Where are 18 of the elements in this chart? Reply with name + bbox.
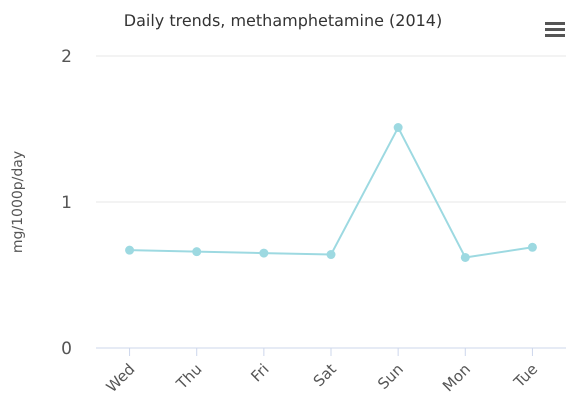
point [259, 248, 268, 258]
point [460, 252, 470, 262]
y-tick-label: 2 [61, 47, 72, 67]
point [528, 242, 537, 252]
point [326, 250, 336, 260]
chart-title: Daily trends, methamphetamine (2014) [124, 11, 442, 30]
x-tick-label: Thu [172, 360, 206, 394]
x-tick-label: Fri [247, 360, 273, 386]
point [125, 246, 134, 255]
x-tick-label: Sun [374, 360, 407, 394]
y-tick-label: 1 [61, 193, 72, 213]
point [394, 123, 403, 132]
y-axis-title: mg/1000p/day [10, 150, 26, 254]
x-tick-label: Mon [439, 360, 474, 396]
x-tick-label: Sat [310, 360, 340, 390]
point [192, 247, 202, 256]
x-tick-label: Tue [510, 360, 542, 392]
y-tick-label: 0 [61, 339, 72, 359]
